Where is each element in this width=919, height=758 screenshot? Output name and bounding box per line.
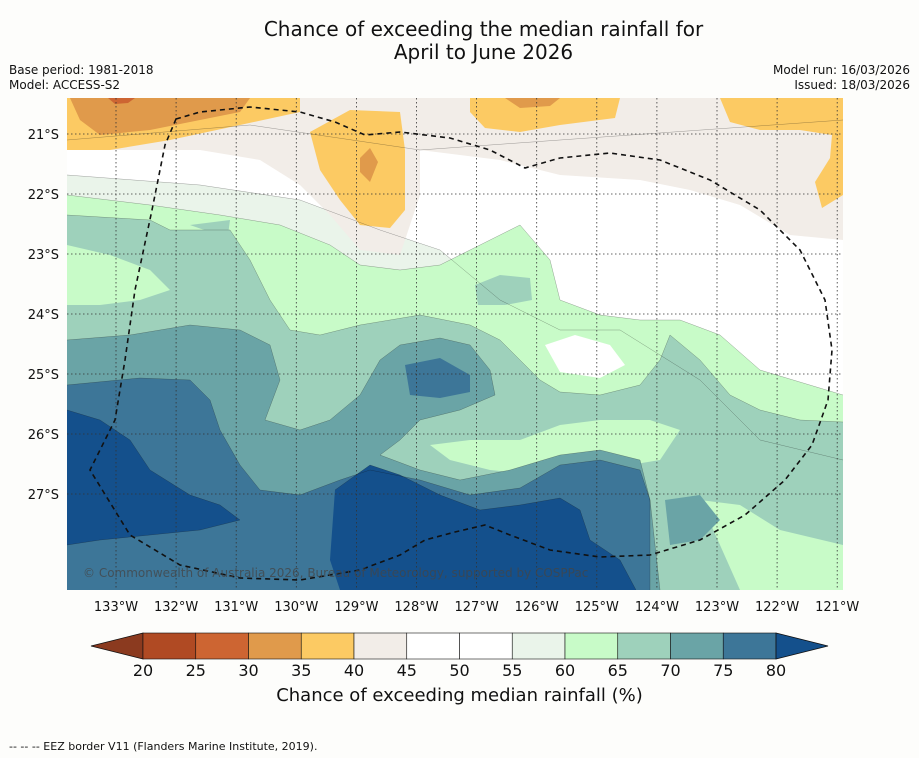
longitude-label: 125°W [575, 600, 619, 615]
colorbar-swatch [617, 632, 671, 660]
latitude-label: 26°S [28, 428, 59, 443]
eez-border [89, 106, 833, 581]
latitude-label: 24°S [28, 308, 59, 323]
colorbar-swatch [248, 632, 302, 660]
fill-30-35 [360, 148, 378, 182]
fill-40-45 [67, 98, 843, 255]
fill-35-40 [720, 98, 843, 208]
colorbar-swatch [459, 632, 513, 660]
longitude-label: 130°W [274, 600, 318, 615]
fill-80-plus [67, 410, 240, 545]
colorbar-swatch [564, 632, 619, 660]
colorbar-swatch [670, 632, 724, 660]
latitude-label: 27°S [28, 488, 59, 503]
colorbar-tick-label: 30 [238, 661, 258, 680]
colorbar-tick-label: 70 [660, 661, 680, 680]
fill-45-55 [67, 120, 843, 460]
longitude-label: 124°W [635, 600, 679, 615]
map-watermark: © Commonwealth of Australia 2026, Bureau… [83, 566, 588, 580]
colorbar-tick-label: 75 [713, 661, 733, 680]
colorbar-tick-label: 50 [449, 661, 469, 680]
fill-30-35 [70, 98, 250, 135]
colorbar-swatch [300, 632, 355, 660]
fill-45-50 [545, 335, 625, 378]
latitude-label: 23°S [28, 248, 59, 263]
fill-25-30 [108, 98, 135, 104]
meta-left: Base period: 1981-2018 Model: ACCESS-S2 [9, 63, 154, 93]
colorbar-swatch [511, 632, 566, 660]
fill-30-35 [505, 98, 560, 108]
longitude-label: 133°W [94, 600, 138, 615]
colorbar-tick-label: 80 [766, 661, 786, 680]
model-name: Model: ACCESS-S2 [9, 78, 121, 92]
longitude-label: 122°W [755, 600, 799, 615]
contour-lines [67, 119, 843, 590]
longitude-label: 128°W [394, 600, 438, 615]
fill-60-65 [700, 500, 843, 590]
title-line-1: Chance of exceeding the median rainfall … [263, 17, 704, 41]
longitude-label: 131°W [214, 600, 258, 615]
eez-legend-note: -- -- -- EEZ border V11 (Flanders Marine… [9, 740, 318, 753]
colorbar-tick-label: 45 [397, 661, 417, 680]
contour-fills [67, 98, 843, 590]
base-period: Base period: 1981-2018 [9, 63, 154, 77]
fill-65-70 [475, 275, 532, 305]
longitude-label: 123°W [695, 600, 739, 615]
longitude-label: 127°W [455, 600, 499, 615]
colorbar-tick-label: 20 [133, 661, 153, 680]
colorbar-tick-label: 35 [291, 661, 311, 680]
latitude-label: 22°S [28, 188, 59, 203]
fill-35-40 [310, 110, 405, 228]
colorbar-extend-high [775, 632, 829, 660]
colorbar-swatch [195, 632, 249, 660]
colorbar-tick-label: 25 [186, 661, 206, 680]
title-line-2: April to June 2026 [393, 40, 574, 64]
longitude-labels: 133°W 132°W 131°W 130°W 129°W 128°W 127°W 126°W… [94, 600, 860, 615]
colorbar-tick-label: 65 [608, 661, 628, 680]
longitude-label: 126°W [515, 600, 559, 615]
fill-65-70 [190, 220, 230, 235]
meta-right: Model run: 16/03/2026 Issued: 18/03/2026 [773, 63, 910, 93]
longitude-label: 121°W [815, 600, 859, 615]
fill-75-80 [405, 358, 470, 398]
graticule [67, 98, 843, 590]
colorbar-tick-label: 40 [344, 661, 364, 680]
colorbar-tick-label: 55 [502, 661, 522, 680]
latitude-labels: 21°S 22°S 23°S 24°S 25°S 26°S 27°S [28, 128, 59, 503]
fill-35-40 [470, 98, 620, 132]
longitude-label: 129°W [334, 600, 378, 615]
colorbar-extend-low [90, 632, 144, 660]
chart-title: Chance of exceeding the median rainfall … [0, 18, 919, 64]
colorbar-label: Chance of exceeding median rainfall (%) [276, 685, 643, 706]
model-run: Model run: 16/03/2026 [772, 63, 910, 77]
latitude-label: 21°S [28, 128, 59, 143]
colorbar-swatch [142, 632, 197, 660]
colorbar-swatch [353, 632, 408, 660]
fill-70-75 [665, 495, 720, 545]
colorbar: 20 25 30 35 40 45 50 55 60 65 70 75 80 [90, 632, 829, 680]
colorbar-swatch [722, 632, 777, 660]
fill-80-plus [330, 465, 636, 590]
colorbar-tick-label: 60 [555, 661, 575, 680]
colorbar-swatch [406, 632, 460, 660]
longitude-label: 132°W [154, 600, 198, 615]
issued-date: Issued: 18/03/2026 [794, 78, 910, 92]
latitude-label: 25°S [28, 368, 59, 383]
fill-60-65 [67, 245, 170, 305]
